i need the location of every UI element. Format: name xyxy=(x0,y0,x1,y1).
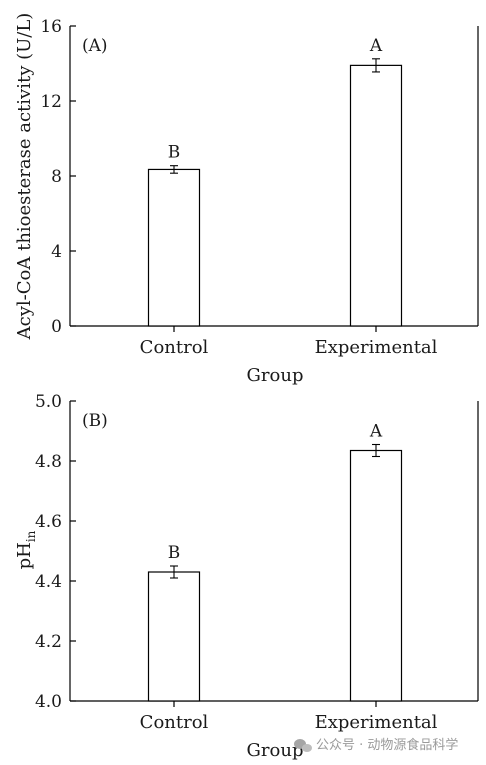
watermark: 公众号 · 动物源食品科学 xyxy=(294,737,458,753)
panel-b-y-tick-label: 5.0 xyxy=(35,392,62,412)
watermark-text: 公众号 · 动物源食品科学 xyxy=(316,737,458,753)
panel-b-bar-experimental xyxy=(349,449,403,702)
panel-a-y-axis-title: Acyl-CoA thioesterase activity (U/L) xyxy=(14,13,35,341)
panel-a-y-tick-label: 12 xyxy=(40,92,62,112)
panel-a-significance-label: A xyxy=(369,36,383,56)
panel-b-plot-area: 4.0 4.2 4.4 4.6 4.8 5.0 B Control A Experimental xyxy=(35,392,479,733)
panel-b-significance-label: B xyxy=(168,543,181,563)
panel-a-x-axis-title: Group xyxy=(247,365,304,386)
panel-b-y-axis-title-sub: in xyxy=(24,530,38,542)
panel-b-y-axis-title: pHin xyxy=(14,530,38,569)
wechat-icon xyxy=(294,739,312,752)
panel-b-x-axis-title: Group xyxy=(247,740,304,761)
panel-a-x-tick-label: Experimental xyxy=(315,337,438,358)
panel-a-plot-area: 0 4 8 12 16 B Control A Experimental xyxy=(40,17,479,358)
panel-b-label: (B) xyxy=(82,411,108,431)
panel-a-label: (A) xyxy=(82,36,108,56)
panel-b-significance-label: A xyxy=(369,422,383,442)
panel-a-y-tick-label: 0 xyxy=(51,317,62,337)
panel-b-x-tick-label: Experimental xyxy=(315,712,438,733)
panel-b-y-axis-title-main: pH xyxy=(14,542,35,569)
panel-a-bar-experimental xyxy=(349,64,403,327)
panel-a-y-tick-label: 16 xyxy=(40,17,62,37)
chart-panel-a: (A) Acyl-CoA thioesterase activity (U/L)… xyxy=(14,13,479,386)
panel-b-y-tick-label: 4.0 xyxy=(35,692,62,712)
panel-b-y-tick-label: 4.2 xyxy=(35,632,62,652)
panel-b-bar-control xyxy=(147,571,201,702)
panel-a-y-tick-label: 8 xyxy=(51,167,62,187)
panel-a-x-tick-label: Control xyxy=(140,337,209,358)
panel-b-y-tick-label: 4.8 xyxy=(35,452,62,472)
panel-a-significance-label: B xyxy=(168,143,181,163)
chart-panel-b: (B) pHin Group 4.0 4.2 4.4 4.6 4.8 5.0 B Contro… xyxy=(14,392,479,761)
panel-b-y-tick-label: 4.4 xyxy=(35,572,62,592)
panel-a-bar-control xyxy=(147,168,201,327)
panel-b-x-tick-label: Control xyxy=(140,712,209,733)
panel-b-y-tick-label: 4.6 xyxy=(35,512,62,532)
panel-a-y-tick-label: 4 xyxy=(51,242,62,262)
